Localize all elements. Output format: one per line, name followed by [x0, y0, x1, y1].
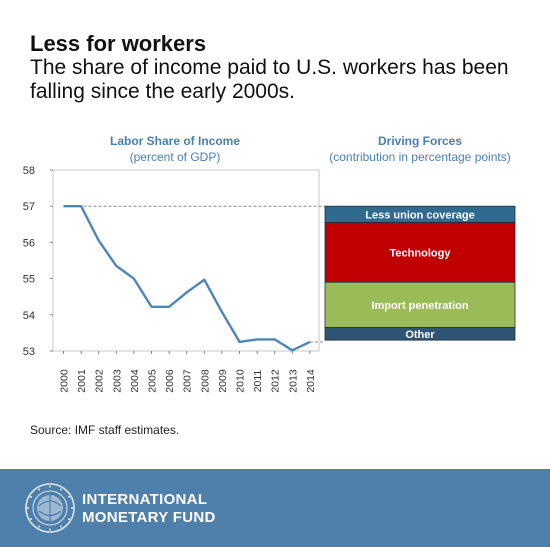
page-title: Less for workers [30, 31, 207, 56]
bar-segment-label: Technology [390, 247, 452, 259]
x-tick-label: 2013 [287, 369, 299, 393]
y-tick-label: 56 [23, 237, 35, 249]
y-tick-label: 55 [23, 274, 35, 286]
y-tick-label: 58 [23, 165, 35, 177]
plot-frame [52, 169, 320, 352]
bar-chart-title: Driving Forces [377, 134, 463, 148]
x-tick-label: 2006 [164, 369, 176, 393]
x-tick-label: 2009 [217, 369, 229, 393]
imf-seal-icon [25, 483, 75, 533]
bar-segment [324, 222, 516, 283]
series-line [63, 204, 311, 352]
line-chart-title: Labor Share of Income [109, 134, 241, 148]
chart-canvas: 53 54 55 56 57 58 2000 2001 2002 2003 2004 2005 2006… [23, 165, 516, 393]
bar-segment-label: Less union coverage [365, 209, 474, 221]
bar-chart-subtitle: (contribution in percentage points) [329, 150, 511, 164]
x-tick-label: 2005 [147, 369, 159, 393]
page-subtitle: The share of income paid to U.S. workers… [30, 56, 509, 103]
x-tick-label: 2003 [111, 369, 123, 393]
footer-banner: INTERNATIONAL MONETARY FUND [0, 469, 550, 547]
x-tick-label: 2004 [129, 369, 141, 393]
x-tick-label: 2000 [59, 369, 71, 393]
x-tick-label: 2014 [305, 369, 317, 393]
bar-segment-label: Import penetration [371, 300, 468, 312]
org-name-line1: INTERNATIONAL [82, 491, 208, 508]
x-tick-label: 2012 [270, 369, 282, 393]
x-tick-label: 2010 [235, 369, 247, 393]
x-tick-label: 2001 [76, 369, 88, 393]
source-note: Source: IMF staff estimates. [30, 423, 180, 437]
x-tick-label: 2002 [94, 369, 106, 393]
x-tick-label: 2011 [252, 370, 264, 393]
bar-segment-label: Other [405, 329, 435, 341]
y-tick-label: 53 [23, 346, 35, 358]
org-name-line2: MONETARY FUND [82, 509, 216, 526]
y-tick-label: 54 [23, 310, 35, 322]
bar-segment [324, 327, 516, 341]
line-chart-subtitle: (percent of GDP) [129, 150, 221, 164]
bar-segment [324, 281, 516, 328]
x-tick-label: 2008 [199, 369, 211, 393]
x-tick-label: 2007 [182, 369, 194, 393]
y-tick-label: 57 [23, 201, 35, 213]
